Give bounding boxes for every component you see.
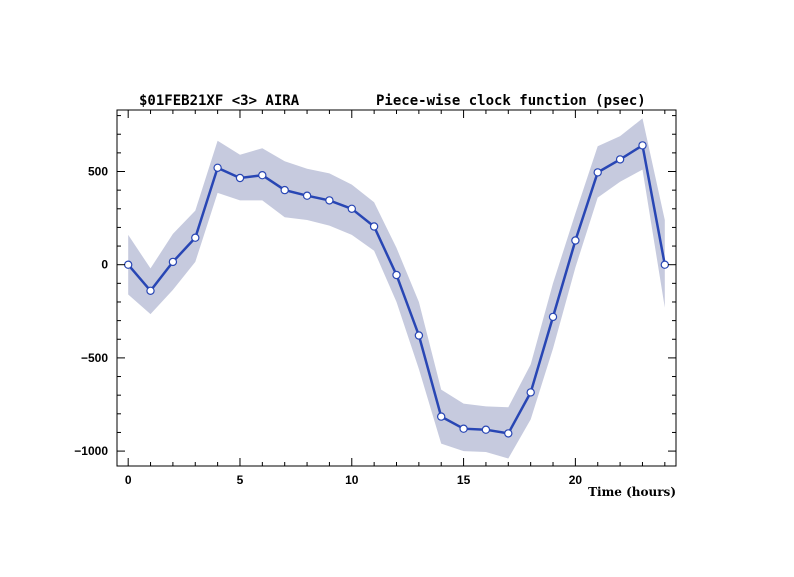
data-point [481,425,491,434]
data-point [593,168,602,177]
x-tick-label: 15 [457,473,471,487]
data-point [548,312,558,322]
data-point [638,141,647,150]
y-tick-label: 0 [101,258,108,272]
data-point-layer [123,141,670,438]
data-point [660,260,670,269]
tick-labels: 0 5 10 15 20 −1000 −500 0 500 [74,165,582,488]
chart-title-left: $01FEB21XF <3> AIRA [139,93,300,109]
data-point [235,173,245,183]
data-point [191,233,200,242]
data-point [347,204,356,213]
data-point [258,170,267,180]
data-point [213,163,222,172]
data-point [302,191,312,200]
data-point [369,222,379,231]
data-point [123,260,133,269]
x-axis-label: Time (hours) [588,485,676,499]
axis-ticks [117,110,676,466]
chart-title-right: Piece-wise clock function (psec) [376,93,646,109]
data-point [392,270,401,280]
x-tick-label: 5 [237,473,244,487]
y-tick-label: 500 [88,165,108,179]
x-tick-label: 0 [125,473,132,487]
data-point [168,257,178,267]
data-point [437,412,446,421]
data-point [504,429,513,438]
data-point [325,196,334,205]
y-tick-label: −500 [81,351,108,365]
data-point [146,286,155,295]
data-point [414,331,424,340]
data-point [615,155,625,164]
y-tick-label: −1000 [74,444,108,458]
x-tick-label: 20 [569,473,583,487]
data-point [571,236,580,245]
x-tick-label: 10 [345,473,359,487]
data-point [459,424,468,433]
uncertainty-band [128,118,665,459]
data-point [526,388,535,397]
data-point [280,185,289,195]
uncertainty-band-layer [128,118,665,459]
